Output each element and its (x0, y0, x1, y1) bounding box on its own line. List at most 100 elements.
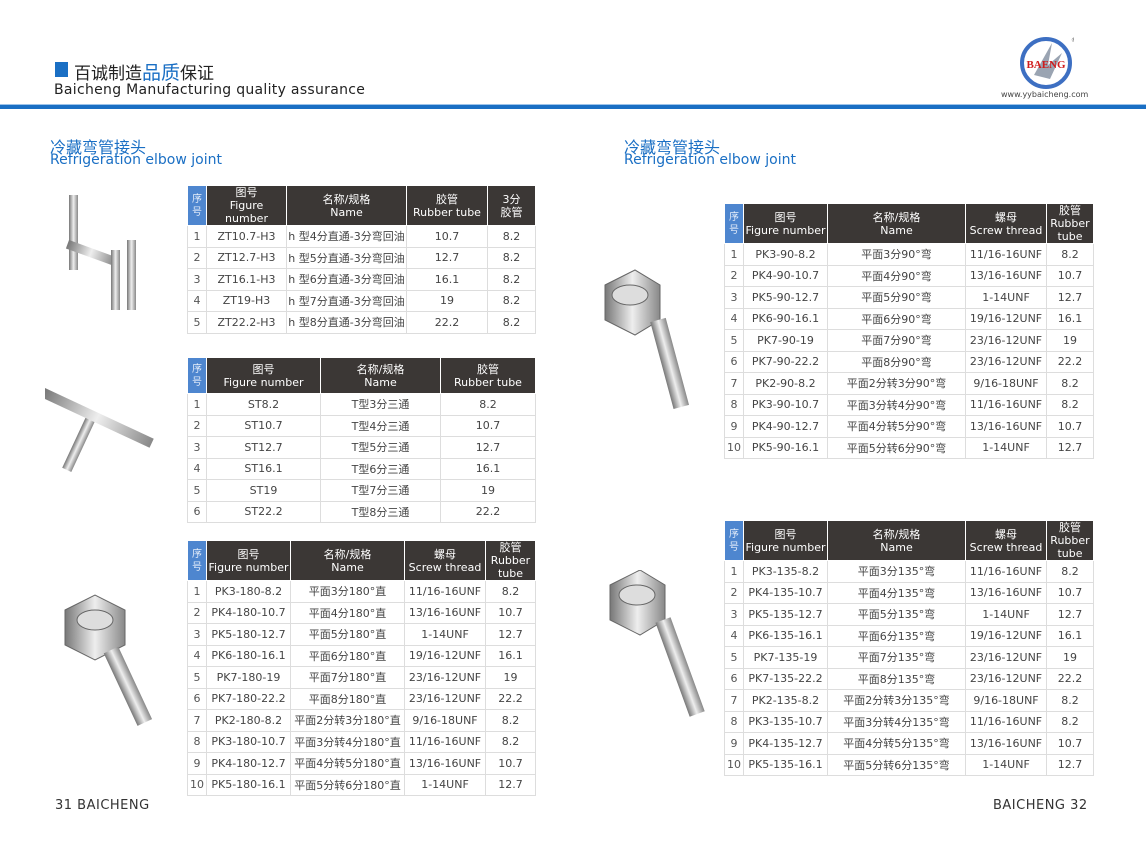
table-row: 1 PK3-180-8.2 平面3分180°直 11/16-16UNF 8.2 (187, 580, 536, 603)
column-header: 胶管 Rubber tube (1046, 520, 1094, 561)
header-rule (0, 104, 1146, 109)
svg-text:BAENG: BAENG (1026, 59, 1066, 71)
table-row: 9 PK4-135-12.7 平面4分转5分135°弯 13/16-16UNF 10.7 (724, 732, 1094, 755)
table-cell: PK3-90-10.7 (743, 393, 828, 416)
table-row: 10 PK5-135-16.1 平面5分转6分135°弯 1-14UNF 12.7 (724, 753, 1094, 776)
table-cell: 23/16-12UNF (404, 687, 486, 710)
baeng-logo: BAENG ® (1020, 37, 1074, 89)
table-row: 6 ST22.2 T型8分三通 22.2 (187, 500, 536, 523)
table-cell: 平面3分转4分135°弯 (827, 710, 966, 733)
table-cell: 4 (187, 457, 207, 480)
elbow-135-fitting-image (609, 570, 705, 717)
table-cell: 10.7 (1046, 264, 1094, 287)
table-row: 3 PK5-180-12.7 平面5分180°直 1-14UNF 12.7 (187, 623, 536, 646)
table-cell: 16.1 (1046, 624, 1094, 647)
column-header: 螺母 Screw thread (965, 520, 1047, 561)
table-cell: 9 (724, 732, 744, 755)
table-cell: 4 (724, 307, 744, 330)
table-cell: 23/16-12UNF (965, 646, 1047, 669)
table-cell: 平面4分转5分135°弯 (827, 732, 966, 755)
column-header: 序号 (724, 520, 744, 561)
table-cell: 6 (187, 687, 207, 710)
table-cell: 平面8分90°弯 (827, 350, 966, 373)
column-header: 序号 (187, 540, 207, 581)
table-row: 8 PK3-135-10.7 平面3分转4分135°弯 11/16-16UNF 8.2 (724, 710, 1094, 733)
table-row: 1 ST8.2 T型3分三通 8.2 (187, 393, 536, 416)
table-cell: PK4-135-12.7 (743, 732, 828, 755)
table-cell: PK4-90-10.7 (743, 264, 828, 287)
table-cell: PK3-135-8.2 (743, 560, 828, 583)
table-cell: 1 (187, 580, 207, 603)
table-cell: ZT16.1-H3 (206, 268, 287, 291)
table-cell: ST16.1 (206, 457, 321, 480)
table-cell: 2 (724, 264, 744, 287)
table-row: 5 PK7-135-19 平面7分135°弯 23/16-12UNF 19 (724, 646, 1094, 669)
column-header: 3分 胶管 (487, 185, 536, 226)
table-cell: 9/16-18UNF (965, 689, 1047, 712)
table-cell: PK2-135-8.2 (743, 689, 828, 712)
table-135-elbow: 序号图号 Figure number 名称/规格 Name 螺母 Screw thread… (724, 520, 1094, 776)
table-cell: 3 (187, 623, 207, 646)
table-row: 6 PK7-135-22.2 平面8分135°弯 23/16-12UNF 22.2 (724, 667, 1094, 690)
table-cell: 22.2 (485, 687, 536, 710)
table-cell: 10.7 (406, 225, 488, 248)
table-row: 3 PK5-135-12.7 平面5分135°弯 1-14UNF 12.7 (724, 603, 1094, 626)
svg-text:®: ® (1071, 37, 1074, 44)
table-cell: PK3-180-10.7 (206, 730, 291, 753)
table-cell: 5 (724, 646, 744, 669)
table-row: 1 PK3-90-8.2 平面3分90°弯 11/16-16UNF 8.2 (724, 243, 1094, 266)
table-row: 3 PK5-90-12.7 平面5分90°弯 1-14UNF 12.7 (724, 286, 1094, 309)
table-row: 2 PK4-135-10.7 平面4分135°弯 13/16-16UNF 10.7 (724, 581, 1094, 604)
table-cell: 平面2分转3分180°直 (290, 709, 405, 732)
table-header-row: 序号图号 Figure number 名称/规格 Name 螺母 Screw thread… (187, 540, 536, 581)
table-cell: PK6-90-16.1 (743, 307, 828, 330)
column-header: 序号 (724, 203, 744, 244)
table-cell: 10.7 (485, 752, 536, 775)
column-header: 名称/规格 Name (827, 520, 966, 561)
column-header: 图号 Figure number (206, 185, 287, 226)
table-cell: 19 (485, 666, 536, 689)
table-cell: 3 (187, 268, 207, 291)
table-cell: ZT22.2-H3 (206, 311, 287, 334)
table-cell: T型4分三通 (320, 414, 441, 437)
table-cell: 13/16-16UNF (965, 732, 1047, 755)
table-cell: 1-14UNF (965, 753, 1047, 776)
table-cell: 平面3分135°弯 (827, 560, 966, 583)
table-cell: 平面6分90°弯 (827, 307, 966, 330)
table-cell: 11/16-16UNF (965, 560, 1047, 583)
table-cell: 22.2 (406, 311, 488, 334)
table-row: 7 PK2-135-8.2 平面2分转3分135°弯 9/16-18UNF 8.2 (724, 689, 1094, 712)
table-cell: 1-14UNF (965, 286, 1047, 309)
table-cell: ZT19-H3 (206, 289, 287, 312)
table-cell: PK7-180-19 (206, 666, 291, 689)
table-cell: 8.2 (487, 289, 536, 312)
table-cell: PK4-90-12.7 (743, 415, 828, 438)
table-cell: 13/16-16UNF (965, 415, 1047, 438)
table-cell: 平面3分180°直 (290, 580, 405, 603)
table-cell: 平面5分转6分90°弯 (827, 436, 966, 459)
table-cell: 7 (187, 709, 207, 732)
table-cell: 1-14UNF (404, 773, 486, 796)
table-cell: 平面2分转3分90°弯 (827, 372, 966, 395)
table-cell: 12.7 (485, 773, 536, 796)
table-cell: ST10.7 (206, 414, 321, 437)
table-cell: h 型8分直通-3分弯回油 (286, 311, 407, 334)
table-cell: h 型5分直通-3分弯回油 (286, 246, 407, 269)
table-header-row: 序号图号 Figure number 名称/规格 Name 胶管 Rubber tube 3… (187, 185, 536, 226)
table-cell: 11/16-16UNF (965, 393, 1047, 416)
table-cell: 4 (724, 624, 744, 647)
table-cell: PK3-180-8.2 (206, 580, 291, 603)
table-cell: 2 (724, 581, 744, 604)
table-cell: 平面5分180°直 (290, 623, 405, 646)
table-row: 1 PK3-135-8.2 平面3分135°弯 11/16-16UNF 8.2 (724, 560, 1094, 583)
table-cell: 平面4分90°弯 (827, 264, 966, 287)
website-url: www.yybaicheng.com (1001, 90, 1089, 99)
table-cell: 10.7 (1046, 415, 1094, 438)
table-cell: h 型4分直通-3分弯回油 (286, 225, 407, 248)
table-cell: 7 (724, 689, 744, 712)
table-row: 9 PK4-180-12.7 平面4分转5分180°直 13/16-16UNF 10.7 (187, 752, 536, 775)
table-cell: ST12.7 (206, 436, 321, 459)
table-cell: PK4-135-10.7 (743, 581, 828, 604)
table-row: 3 ZT16.1-H3 h 型6分直通-3分弯回油 16.1 8.2 (187, 268, 536, 291)
table-cell: 10 (724, 436, 744, 459)
